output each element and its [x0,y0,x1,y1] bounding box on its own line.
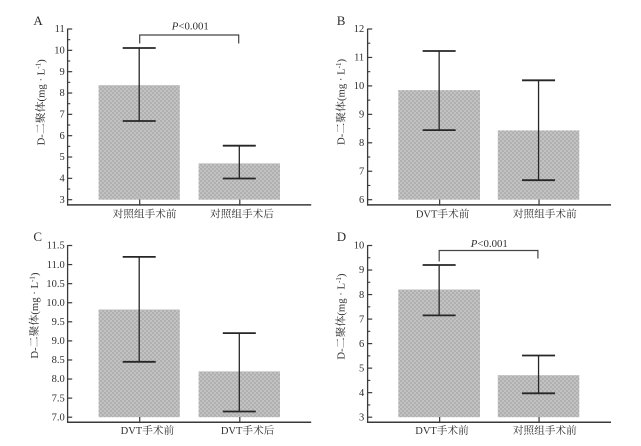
svg-text:(mg · L: (mg · L [336,68,348,101]
svg-text:9: 9 [60,67,65,78]
svg-text:-1: -1 [35,62,43,68]
svg-text:11.5: 11.5 [47,241,65,252]
svg-text:DVT: DVT [416,210,438,221]
svg-text:8: 8 [359,290,364,301]
svg-text:-1: -1 [335,277,343,283]
svg-text:11: 11 [55,24,65,35]
svg-text:6: 6 [359,339,364,350]
svg-text:6: 6 [359,195,364,206]
svg-text:10.5: 10.5 [46,279,64,290]
svg-text:): ) [336,59,348,63]
svg-text:DVT: DVT [415,426,437,437]
svg-text:3: 3 [359,412,364,423]
svg-text:9: 9 [359,265,364,276]
svg-text:): ) [336,273,348,277]
svg-text:8: 8 [359,138,364,149]
svg-text:7: 7 [359,314,364,325]
svg-text:-1: -1 [28,276,36,282]
svg-text:4: 4 [359,388,365,399]
svg-text:P<0.001: P<0.001 [470,238,508,250]
svg-text:D-: D- [336,133,348,145]
svg-text:9.0: 9.0 [52,336,65,347]
svg-text:7: 7 [359,166,364,177]
svg-text:10: 10 [354,81,365,92]
svg-text:D: D [337,229,346,244]
svg-text:10: 10 [354,241,365,252]
svg-text:): ) [35,59,47,63]
svg-text:DVT: DVT [221,426,243,437]
svg-text:11.0: 11.0 [47,260,65,271]
svg-text:DVT: DVT [121,426,143,437]
svg-text:D-: D- [35,134,47,146]
svg-text:B: B [337,13,346,28]
svg-text:A: A [33,13,43,28]
svg-text:C: C [33,229,42,244]
svg-text:12: 12 [354,24,365,35]
svg-text:9: 9 [359,110,364,121]
svg-text:7.0: 7.0 [52,412,65,423]
svg-text:7: 7 [60,110,65,121]
svg-text:5: 5 [359,363,364,374]
svg-text:10: 10 [54,46,65,57]
svg-text:8: 8 [60,88,65,99]
svg-text:4: 4 [60,174,66,185]
svg-text:3: 3 [60,195,65,206]
svg-text:D-: D- [29,347,41,359]
svg-text:8.0: 8.0 [52,374,65,385]
svg-text:-1: -1 [335,62,343,68]
svg-text:11: 11 [354,53,364,64]
svg-text:): ) [29,272,41,276]
svg-text:(mg · L: (mg · L [29,282,41,315]
svg-text:(mg · L: (mg · L [336,283,348,316]
svg-text:P<0.001: P<0.001 [171,21,209,33]
svg-text:8.5: 8.5 [52,355,65,366]
svg-text:5: 5 [60,152,65,163]
svg-text:9.5: 9.5 [52,317,65,328]
svg-text:(mg · L: (mg · L [35,69,47,102]
svg-text:10.0: 10.0 [46,298,64,309]
svg-text:6: 6 [60,131,65,142]
svg-text:7.5: 7.5 [52,393,65,404]
svg-text:D-: D- [336,348,348,360]
